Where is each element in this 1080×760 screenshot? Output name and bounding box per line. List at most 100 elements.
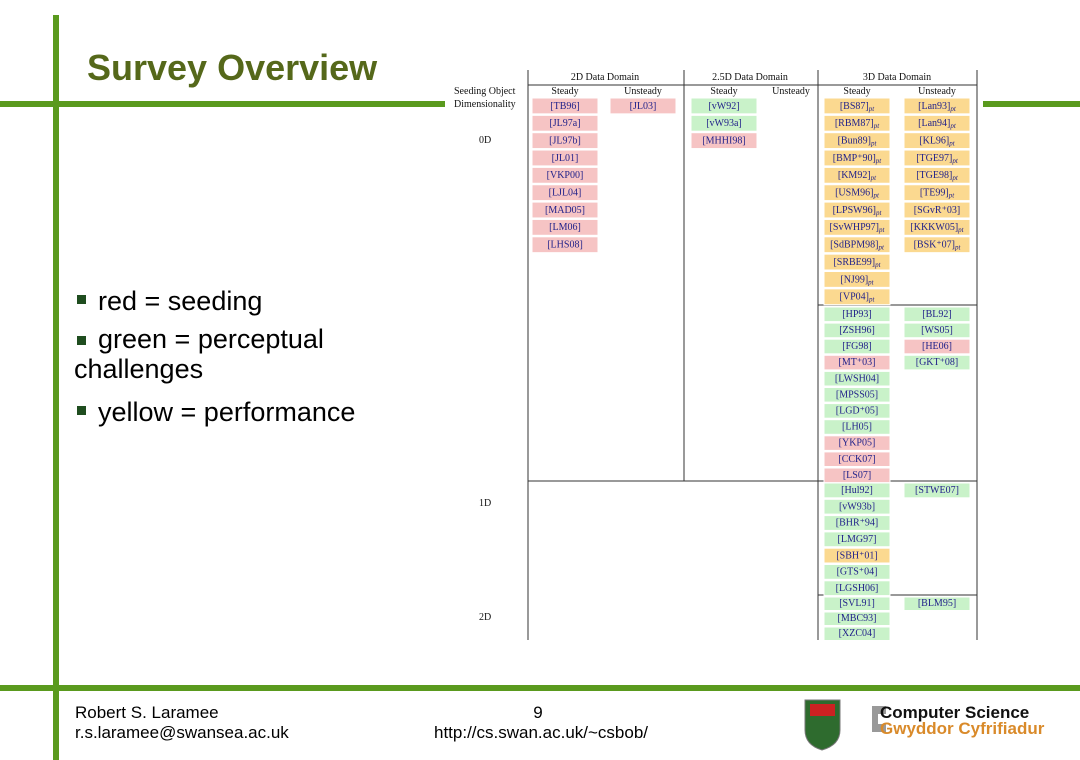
citation-label: [SVL91] (839, 598, 875, 609)
citation: [LGSH06] (836, 583, 879, 594)
vertical-rule (53, 15, 59, 760)
row-label: 1D (479, 498, 491, 509)
citation: [VP04]pt (840, 292, 876, 304)
email: r.s.laramee@swansea.ac.uk (75, 723, 289, 742)
citation: [JL03] (630, 101, 657, 112)
citation: [GKT⁺08] (916, 357, 959, 368)
citation-label: [LH05] (842, 422, 872, 433)
citation-sub: pt (874, 261, 882, 269)
citation-cell (903, 114, 971, 132)
citation: [vW93a] (706, 118, 742, 129)
citation-label: [RBM87] (835, 118, 874, 129)
citation-label: [BSK⁺07] (914, 240, 955, 251)
citation-cell (823, 531, 891, 548)
citation: [HE06] (922, 341, 952, 352)
citation-label: [SdBPM98] (830, 240, 878, 251)
citation-cell (903, 596, 971, 611)
citation-cell (823, 132, 891, 150)
citation-label: [VKP00] (547, 170, 584, 181)
citation-cell (823, 564, 891, 580)
citation: [SBH⁺01] (836, 550, 877, 561)
citation: [MAD05] (545, 205, 585, 216)
bullet: yellow = performance (98, 397, 355, 427)
citation: [LMG97] (838, 534, 877, 545)
citation-cell (823, 306, 891, 323)
footer: Robert S. Laramee r.s.laramee@swansea.ac… (75, 699, 1045, 751)
citation-cell (903, 482, 971, 499)
citation-cell (531, 201, 599, 219)
citation-cell (903, 149, 971, 167)
citation-cell (823, 370, 891, 387)
citation: [LWSH04] (835, 373, 879, 384)
citation-cell (823, 253, 891, 271)
citation: [USM96]pt (835, 188, 880, 200)
bullet: green = perceptual challenges (74, 324, 324, 384)
citation-label: [LMG97] (838, 534, 877, 545)
citation-cell (823, 482, 891, 499)
dept-name: Computer Science (880, 703, 1029, 722)
citation: [SGvR⁺03] (914, 205, 960, 216)
bottom-rule (0, 685, 1080, 691)
page-number: 9 (533, 703, 542, 722)
citation-cell (903, 97, 971, 115)
citation-sub: pt (873, 122, 881, 130)
citation-label: [vW93b] (839, 501, 875, 512)
citation-label: [vW92] (708, 101, 739, 112)
citation-sub: pt (949, 105, 957, 113)
citation-cell (823, 626, 891, 641)
citation-sub: pt (877, 244, 885, 252)
citation: [Lan93]pt (918, 101, 957, 113)
citation-cell (823, 322, 891, 339)
survey-table: 2D Data Domain 2.5D Data Domain 3D Data Do… (454, 70, 978, 641)
citation-label: [Lan93] (918, 101, 950, 112)
domain-header: 2.5D Data Domain (712, 72, 788, 83)
bullet-mark (77, 406, 86, 415)
citation: [BHR⁺94] (836, 518, 879, 529)
citation: [GTS⁺04] (837, 567, 878, 578)
citation: [LH05] (842, 422, 872, 433)
citation: [FG98] (842, 341, 871, 352)
citation-cell (690, 97, 758, 115)
citation-label: [Lan94] (918, 118, 950, 129)
citation-cell (823, 451, 891, 467)
citation: [BMP⁺90]pt (833, 153, 883, 165)
citation-sub: pt (868, 105, 876, 113)
citation-label: [HE06] (922, 341, 952, 352)
citation-label: [SBH⁺01] (836, 550, 877, 561)
citation-cell (531, 149, 599, 167)
citation-cell (823, 271, 891, 288)
citation: [BS87]pt (840, 101, 875, 113)
citation-cell (823, 435, 891, 451)
citation-cell (823, 97, 891, 115)
citation-cell (823, 403, 891, 419)
citation-label: [SGvR⁺03] (914, 205, 960, 216)
citation-label: [TGE97] (916, 153, 952, 164)
citation-sub: pt (951, 174, 959, 182)
citation-label: [SvWHP97] (830, 222, 879, 233)
citation-cell (823, 149, 891, 167)
citation-label: [JL01] (552, 153, 579, 164)
column-header: Unsteady (624, 86, 662, 97)
citation: [KL96]pt (919, 135, 956, 147)
citation-label: [KKKW05] (910, 222, 958, 233)
author: Robert S. Laramee (75, 703, 219, 722)
citation-sub: pt (949, 122, 957, 130)
citation: [JL97a] (549, 118, 580, 129)
citation: [LGD⁺05] (836, 406, 879, 417)
citation: [BSK⁺07]pt (914, 240, 962, 252)
citation-label: [LS07] (843, 470, 871, 481)
citation: [MPSS05] (836, 389, 878, 400)
citation-label: [JL03] (630, 101, 657, 112)
citation-label: [BS87] (840, 101, 869, 112)
dept-logo (872, 706, 886, 732)
citation: [vW93b] (839, 501, 875, 512)
citation-cell (823, 498, 891, 515)
column-header: Unsteady (918, 86, 956, 97)
citation-cell (690, 132, 758, 150)
citation-sub: pt (954, 244, 962, 252)
citation-label: [GTS⁺04] (837, 567, 878, 578)
citation-label: [LWSH04] (835, 373, 879, 384)
citation-label: [MPSS05] (836, 389, 878, 400)
citation-cell (531, 132, 599, 150)
citation-label: [JL97b] (549, 135, 581, 146)
